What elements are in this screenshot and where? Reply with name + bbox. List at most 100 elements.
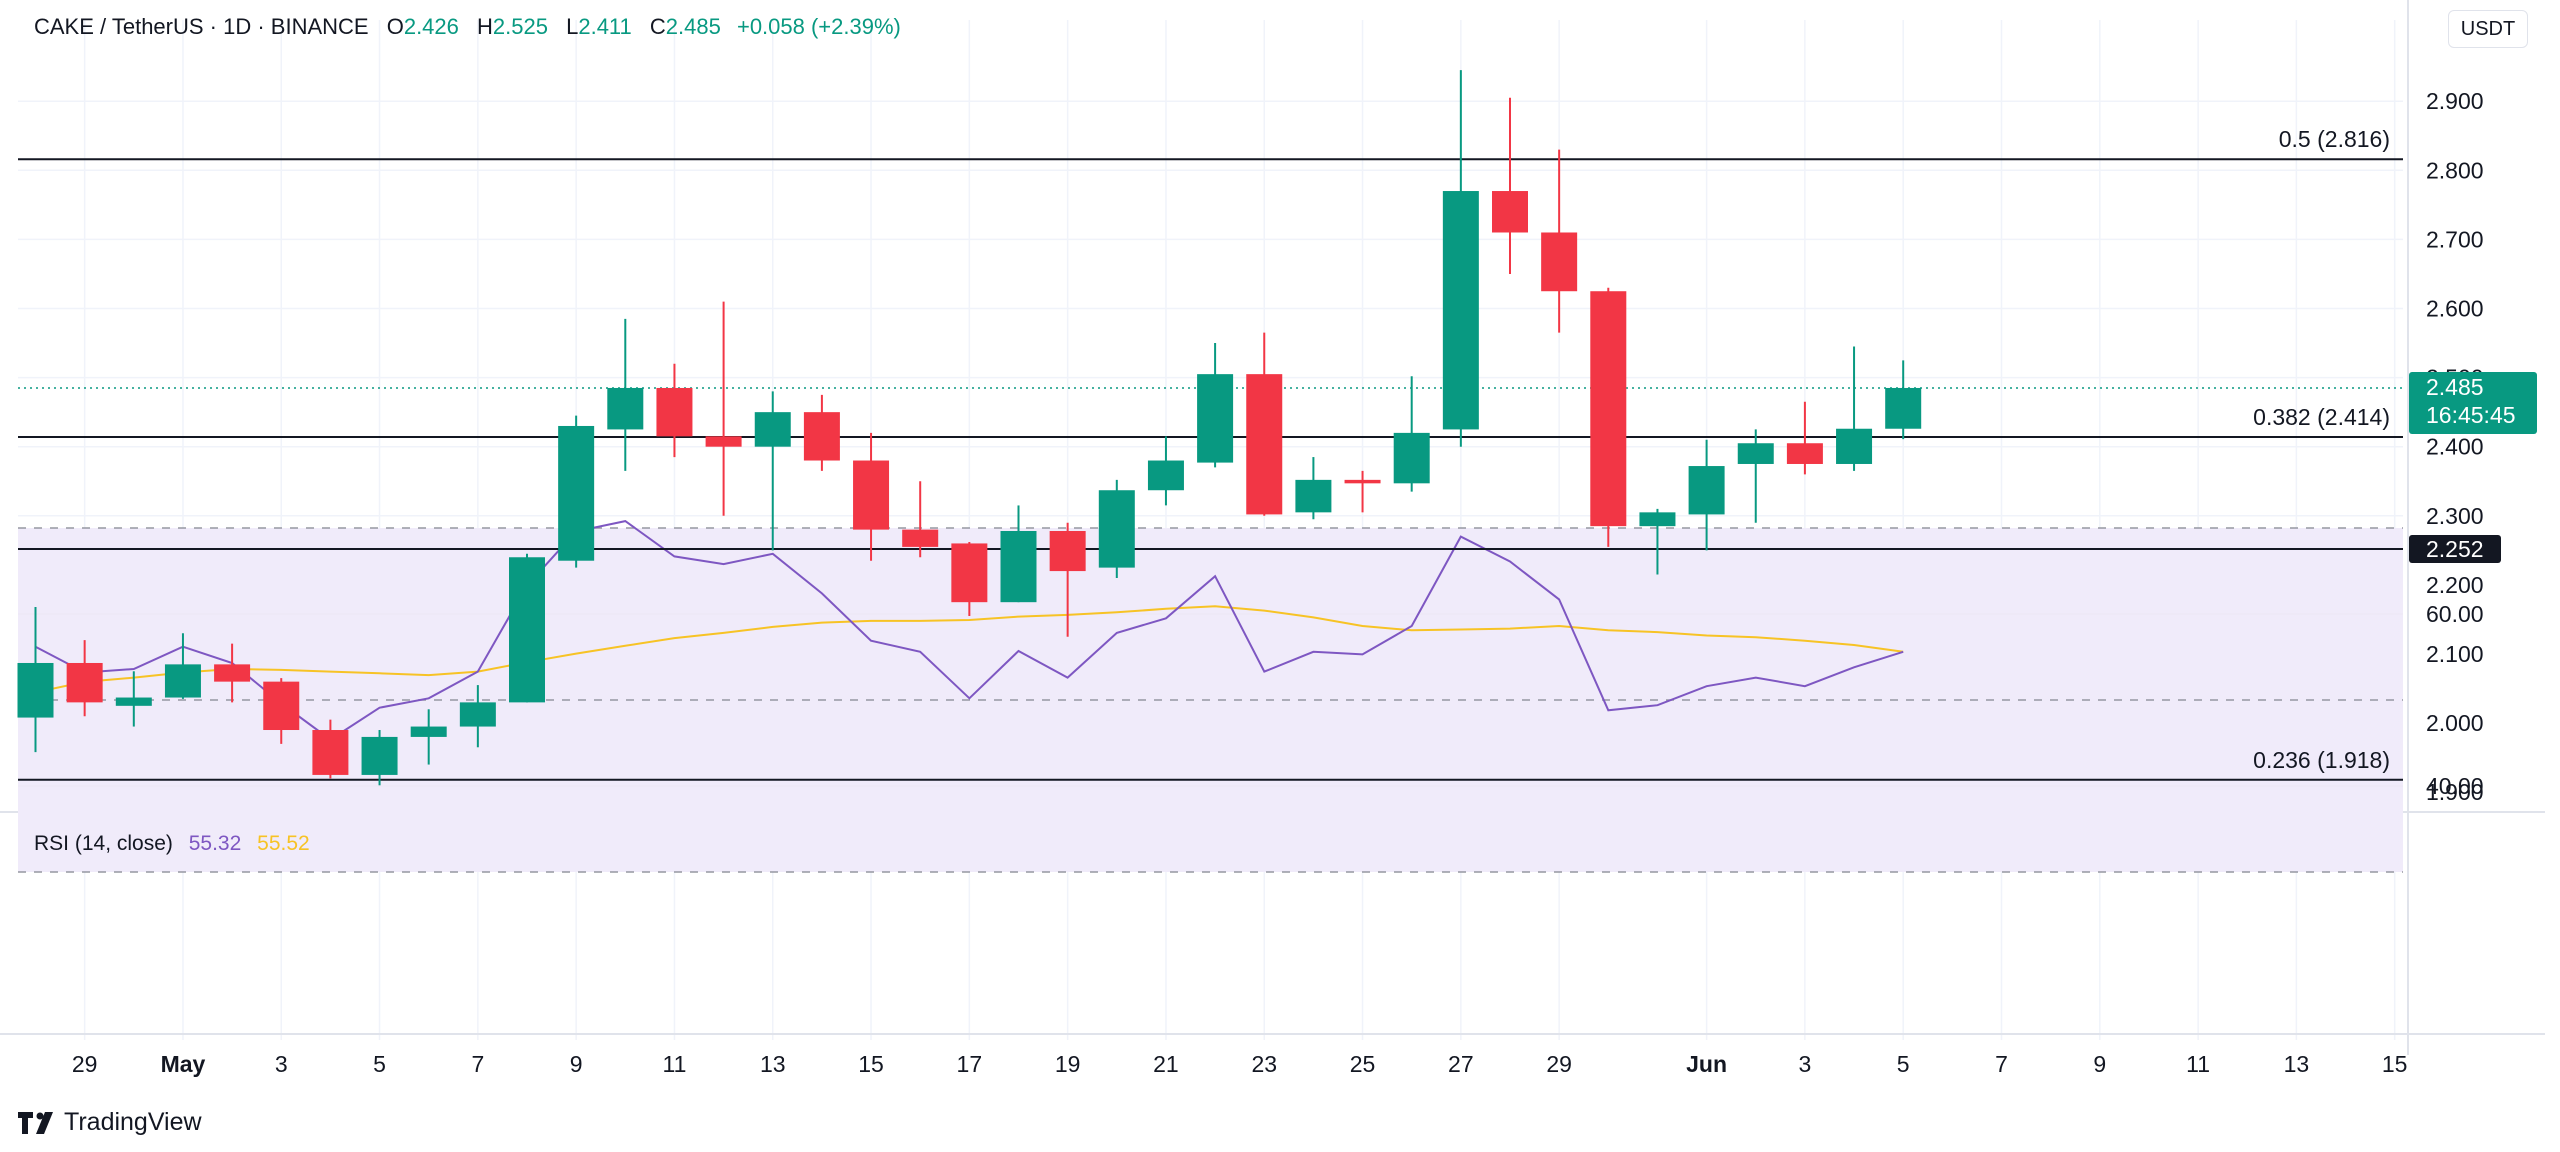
candle-body <box>1492 191 1528 233</box>
candle-body <box>115 697 152 706</box>
price-tick-label: 2.800 <box>2426 157 2484 183</box>
change-value: +0.058 (+2.39%) <box>736 14 901 39</box>
rsi-legend: RSI (14, close) 55.32 55.52 <box>34 832 310 856</box>
tradingview-icon <box>18 1111 53 1134</box>
candle-body <box>951 543 988 603</box>
tradingview-logo[interactable]: TradingView <box>18 1108 202 1137</box>
candle-body <box>803 412 840 461</box>
time-tick-label: 13 <box>760 1051 786 1077</box>
candle-body <box>263 681 300 731</box>
time-tick-label: 29 <box>1546 1051 1572 1077</box>
rsi-tick-label: 40.00 <box>2426 773 2484 799</box>
high-label: H <box>477 14 493 39</box>
price-tick-label: 2.400 <box>2426 434 2484 460</box>
time-axis: 29 May 3 5 7 9 11 13 15 17 19 21 23 25 27 29 Jun 3 5 7 9 11 13… <box>72 1051 2408 1077</box>
rsi-title: RSI (14, close) <box>34 832 173 855</box>
low-value: 2.411 <box>578 14 632 39</box>
candle-body <box>1049 531 1086 572</box>
price-tick-label: 2.600 <box>2426 296 2484 322</box>
candle-body <box>459 702 496 727</box>
candle-body <box>1000 531 1037 603</box>
current-price-label: 2.485 <box>2426 374 2484 400</box>
candle-body <box>607 387 644 430</box>
candle-body <box>214 664 251 682</box>
time-tick-label: 13 <box>2284 1051 2310 1077</box>
rsi-ma-value: 55.52 <box>257 832 310 855</box>
high-value: 2.525 <box>492 14 548 39</box>
symbol-title: CAKE / TetherUS · 1D · BINANCE <box>34 14 369 39</box>
rsi-value: 55.32 <box>188 832 242 855</box>
price-axis: 2.9002.8002.7002.6002.5002.4002.3002.200… <box>2409 88 2537 805</box>
candle-body <box>1344 479 1381 484</box>
candle-body <box>853 460 890 530</box>
time-tick-label: 27 <box>1448 1051 1474 1077</box>
rsi-ma-line <box>35 605 1904 694</box>
marked-price-tag <box>2409 534 2501 563</box>
candle-body <box>1197 374 1234 463</box>
candle-body <box>705 436 742 447</box>
candle-body <box>1442 191 1479 430</box>
close-value: 2.485 <box>665 14 721 39</box>
rsi-pane <box>18 520 2403 873</box>
fib-level-label: 0.382 (2.414) <box>2253 404 2390 430</box>
candle-body <box>902 529 939 547</box>
time-tick-label: 15 <box>2382 1051 2408 1077</box>
candle-body <box>1246 374 1283 515</box>
candles <box>17 70 1922 786</box>
fib-level-label: 0.236 (1.918) <box>2253 747 2390 773</box>
candle-body <box>1098 490 1135 568</box>
candle-body <box>558 425 595 561</box>
price-tick-label: 2.000 <box>2426 710 2484 736</box>
rsi-line <box>35 520 1904 741</box>
candle-body <box>1590 291 1627 527</box>
price-tick-label: 2.700 <box>2426 226 2484 252</box>
price-tick-label: 2.200 <box>2426 572 2484 598</box>
time-tick-label: 7 <box>471 1051 484 1077</box>
time-tick-label: 3 <box>1799 1051 1812 1077</box>
candle-body <box>1541 232 1578 292</box>
time-tick-label: 7 <box>1995 1051 2008 1077</box>
price-tick-label: 1.900 <box>2426 779 2484 805</box>
time-tick-label: 23 <box>1251 1051 1277 1077</box>
candle-body <box>754 412 791 447</box>
close-label: C <box>649 14 666 39</box>
candle-body <box>656 387 693 437</box>
marked-price-label: 2.252 <box>2426 536 2484 562</box>
candle-body <box>1393 432 1430 484</box>
time-tick-label: 15 <box>858 1051 884 1077</box>
currency-button[interactable]: USDT <box>2448 10 2528 48</box>
rsi-tick-label: 60.00 <box>2426 601 2484 627</box>
time-tick-label: Jun <box>1686 1051 1727 1077</box>
candle-body <box>1295 479 1332 513</box>
candle-body <box>1836 428 1873 464</box>
low-label: L <box>566 14 579 39</box>
time-tick-label: 5 <box>373 1051 386 1077</box>
fib-level-label: 0.5 (2.816) <box>2279 126 2390 152</box>
current-price-tag <box>2409 371 2537 434</box>
time-tick-label: May <box>161 1051 206 1077</box>
brand-name: TradingView <box>64 1108 202 1136</box>
time-tick-label: 17 <box>957 1051 983 1077</box>
candle-body <box>1786 443 1823 464</box>
time-tick-label: 11 <box>2186 1051 2210 1077</box>
time-tick-label: 9 <box>570 1051 583 1077</box>
candle-body <box>164 664 201 698</box>
time-tick-label: 5 <box>1897 1051 1910 1077</box>
price-tick-label: 2.300 <box>2426 503 2484 529</box>
candle-body <box>17 662 54 718</box>
candle-body <box>1688 466 1725 515</box>
time-tick-label: 19 <box>1055 1051 1081 1077</box>
candle-body <box>1885 387 1922 429</box>
time-tick-label: 21 <box>1153 1051 1179 1077</box>
candle-body <box>312 730 349 775</box>
time-tick-label: 9 <box>2093 1051 2106 1077</box>
candle-body <box>1639 512 1676 527</box>
candle-body <box>410 726 447 737</box>
candle-body <box>509 557 545 703</box>
candle-body <box>1737 443 1774 464</box>
time-tick-label: 11 <box>663 1051 687 1077</box>
symbol-legend: CAKE / TetherUS · 1D · BINANCE O2.426 H2… <box>34 14 901 40</box>
candle-body <box>1147 460 1184 491</box>
countdown-label: 16:45:45 <box>2426 402 2516 428</box>
